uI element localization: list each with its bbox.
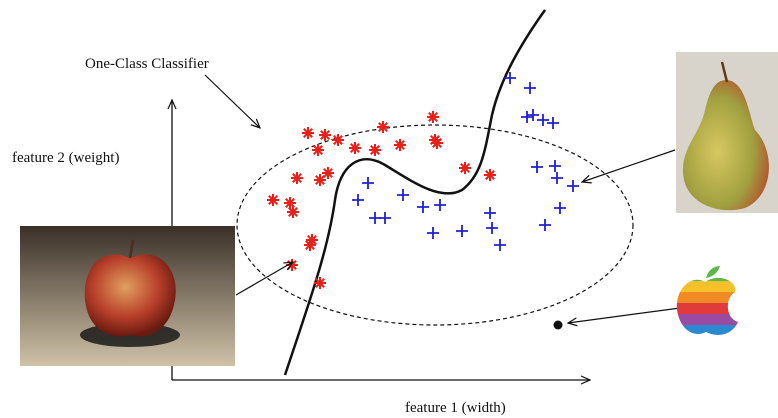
red-star <box>314 277 326 289</box>
red-star <box>349 142 361 154</box>
red-star <box>312 144 324 156</box>
blue-plus <box>504 72 516 84</box>
blue-plus <box>494 239 506 251</box>
blue-plus <box>417 201 429 213</box>
red-star <box>267 194 279 206</box>
red-star <box>284 197 296 209</box>
blue-plus <box>427 227 439 239</box>
blue-plus <box>539 219 551 231</box>
y-axis-label: feature 2 (weight) <box>12 150 119 166</box>
blue-plus <box>551 172 563 184</box>
blue-plus <box>352 194 364 206</box>
red-star <box>394 139 406 151</box>
blue-plus <box>567 180 579 192</box>
x-axis-label: feature 1 (width) <box>405 400 506 416</box>
blue-plus <box>547 117 559 129</box>
red-star <box>306 234 318 246</box>
red-star <box>302 127 314 139</box>
blue-plus <box>484 207 496 219</box>
red-star <box>459 162 471 174</box>
red-star <box>377 121 389 133</box>
blue-plus <box>434 199 446 211</box>
apple-arrow <box>235 262 293 296</box>
red-star <box>427 111 439 123</box>
blue-plus <box>524 82 536 94</box>
blue-plus <box>531 161 543 173</box>
pear-arrow <box>582 149 676 182</box>
blue-plus <box>521 111 533 123</box>
one-class-boundary <box>236 124 634 326</box>
decision-boundary <box>283 9 547 376</box>
blue-plus <box>379 212 391 224</box>
red-star <box>322 167 334 179</box>
blue-plus <box>397 189 409 201</box>
blue-plus <box>549 160 561 172</box>
blue-plus <box>456 225 468 237</box>
outlier-point <box>553 320 563 330</box>
red-star <box>314 174 326 186</box>
blue-plus <box>554 202 566 214</box>
blue-plus <box>527 109 539 121</box>
logo-arrow <box>568 307 681 323</box>
red-star <box>332 134 344 146</box>
data-points <box>267 72 579 289</box>
red-star <box>319 129 331 141</box>
blue-plus <box>537 114 549 126</box>
red-star <box>369 144 381 156</box>
apple-image <box>20 226 235 366</box>
red-star <box>291 172 303 184</box>
pear-image <box>676 52 778 213</box>
blue-plus <box>362 177 374 189</box>
apple-logo <box>676 266 738 335</box>
red-star <box>304 239 316 251</box>
red-star <box>287 206 299 218</box>
red-star <box>484 169 496 181</box>
classifier-label: One-Class Classifier <box>85 56 209 72</box>
label-arrow <box>204 74 260 128</box>
red-star <box>429 134 441 146</box>
blue-plus <box>486 222 498 234</box>
